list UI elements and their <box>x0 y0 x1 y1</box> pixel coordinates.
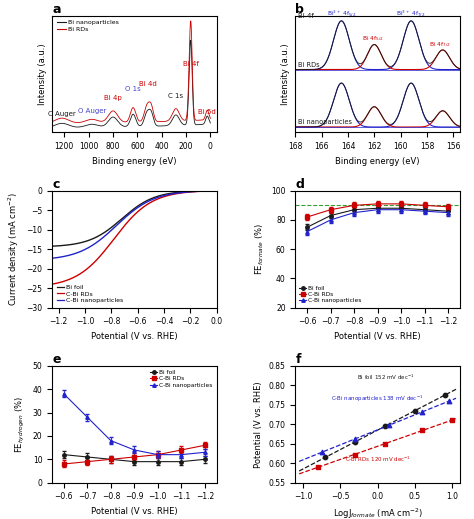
Y-axis label: FE$_{hydrogen}$ (%): FE$_{hydrogen}$ (%) <box>14 396 27 453</box>
X-axis label: Binding energy (eV): Binding energy (eV) <box>335 157 420 166</box>
Text: a: a <box>52 3 61 16</box>
Point <box>448 416 456 425</box>
Point <box>351 438 359 446</box>
Text: Bi 4f: Bi 4f <box>183 61 199 67</box>
Text: c: c <box>52 177 60 190</box>
Text: Bi RDs: Bi RDs <box>298 62 319 67</box>
X-axis label: Binding energy (eV): Binding energy (eV) <box>92 157 177 166</box>
Text: f: f <box>295 353 301 366</box>
Text: C 1s: C 1s <box>168 93 183 99</box>
Text: Bi$^{3+}$ 4f$_{5/2}$: Bi$^{3+}$ 4f$_{5/2}$ <box>327 9 356 18</box>
Text: C Auger: C Auger <box>48 111 76 117</box>
X-axis label: Potential (V vs. RHE): Potential (V vs. RHE) <box>91 332 178 341</box>
Text: Bi 4p: Bi 4p <box>104 94 122 101</box>
Point <box>318 448 325 457</box>
X-axis label: LogJ$_{formate}$ (mA cm$^{-2}$): LogJ$_{formate}$ (mA cm$^{-2}$) <box>333 507 422 519</box>
Point <box>419 408 426 416</box>
Point <box>321 453 329 461</box>
Text: Bi foil 152 mV dec$^{-1}$: Bi foil 152 mV dec$^{-1}$ <box>357 373 415 382</box>
Point <box>441 391 448 399</box>
Y-axis label: Current density (mA cm$^{-2}$): Current density (mA cm$^{-2}$) <box>6 192 21 306</box>
Text: Bi 4f$_{5/2}$: Bi 4f$_{5/2}$ <box>362 34 384 43</box>
Text: Bi 4d: Bi 4d <box>139 81 156 87</box>
Text: Bi$^{3+}$ 4f$_{7/2}$: Bi$^{3+}$ 4f$_{7/2}$ <box>396 9 426 18</box>
Text: Bi 5d: Bi 5d <box>198 109 216 115</box>
Legend: Bi nanoparticles, Bi RDs: Bi nanoparticles, Bi RDs <box>55 19 120 33</box>
Point <box>351 435 359 443</box>
Text: Bi 4f$_{7/2}$: Bi 4f$_{7/2}$ <box>429 40 451 49</box>
Y-axis label: Potential (V vs. RHE): Potential (V vs. RHE) <box>254 381 263 468</box>
Point <box>381 440 389 448</box>
Y-axis label: FE$_{formate}$ (%): FE$_{formate}$ (%) <box>253 223 265 275</box>
X-axis label: Potential (V vs. RHE): Potential (V vs. RHE) <box>91 507 178 516</box>
Point <box>314 463 322 471</box>
Legend: Bi foil, C-Bi RDs, C-Bi nanoparticles: Bi foil, C-Bi RDs, C-Bi nanoparticles <box>149 369 214 389</box>
Y-axis label: Intensity (a.u.): Intensity (a.u.) <box>281 43 290 105</box>
Point <box>445 397 452 405</box>
Legend: Bi foil, C-Bi RDs, C-Bi nanoparticles: Bi foil, C-Bi RDs, C-Bi nanoparticles <box>298 285 363 305</box>
Text: C-Bi nanoparticles 138 mV dec$^{-1}$: C-Bi nanoparticles 138 mV dec$^{-1}$ <box>331 394 424 404</box>
Point <box>411 406 419 415</box>
Text: e: e <box>52 353 61 366</box>
X-axis label: Potential (V vs. RHE): Potential (V vs. RHE) <box>334 332 421 341</box>
Point <box>385 421 392 429</box>
Point <box>381 422 389 430</box>
Point <box>419 426 426 434</box>
Point <box>351 450 359 459</box>
Text: b: b <box>295 3 304 16</box>
Text: Bi nanoparticles: Bi nanoparticles <box>298 119 352 125</box>
Text: d: d <box>295 177 304 190</box>
Text: O 1s: O 1s <box>125 86 141 92</box>
Text: Bi 4f: Bi 4f <box>298 13 314 19</box>
Text: C-Bi RDs 120 mV dec$^{-1}$: C-Bi RDs 120 mV dec$^{-1}$ <box>345 455 410 464</box>
Legend: Bi foil, C-Bi RDs, C-Bi nanoparticles: Bi foil, C-Bi RDs, C-Bi nanoparticles <box>55 283 124 304</box>
Text: O Auger: O Auger <box>78 108 106 114</box>
Y-axis label: Intensity (a.u.): Intensity (a.u.) <box>37 43 46 105</box>
